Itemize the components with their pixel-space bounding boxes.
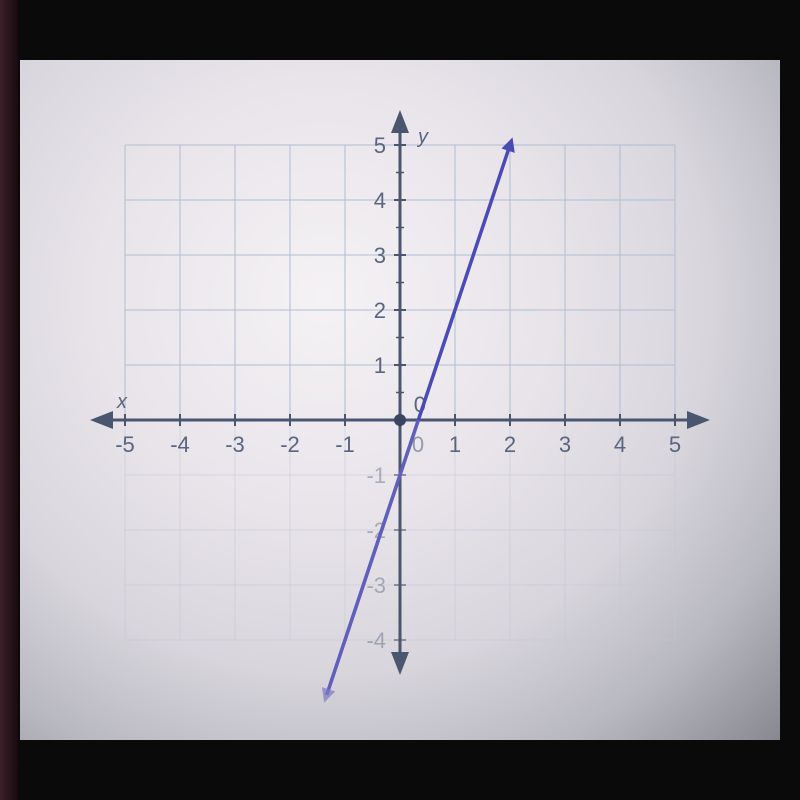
svg-text:-4: -4	[170, 432, 190, 457]
photo-frame: -5-4-3-2-11234500-4-3-2-112345yx	[0, 0, 800, 800]
svg-text:x: x	[116, 391, 128, 413]
screen-surface: -5-4-3-2-11234500-4-3-2-112345yx	[20, 60, 780, 740]
svg-text:4: 4	[374, 188, 386, 213]
svg-text:-4: -4	[366, 628, 386, 653]
svg-text:1: 1	[374, 353, 386, 378]
svg-text:-1: -1	[335, 432, 355, 457]
svg-text:-3: -3	[366, 573, 386, 598]
svg-text:1: 1	[449, 432, 461, 457]
svg-text:-5: -5	[115, 432, 135, 457]
svg-text:3: 3	[374, 243, 386, 268]
svg-text:3: 3	[559, 432, 571, 457]
svg-text:y: y	[416, 126, 429, 148]
svg-text:-2: -2	[280, 432, 300, 457]
coordinate-plane-chart: -5-4-3-2-11234500-4-3-2-112345yx	[60, 90, 740, 710]
frame-left-edge	[0, 0, 18, 800]
svg-text:2: 2	[374, 298, 386, 323]
svg-text:2: 2	[504, 432, 516, 457]
svg-text:5: 5	[374, 133, 386, 158]
svg-text:-1: -1	[366, 463, 386, 488]
svg-text:5: 5	[669, 432, 681, 457]
svg-text:4: 4	[614, 432, 626, 457]
svg-text:-3: -3	[225, 432, 245, 457]
chart-container: -5-4-3-2-11234500-4-3-2-112345yx	[60, 90, 740, 710]
